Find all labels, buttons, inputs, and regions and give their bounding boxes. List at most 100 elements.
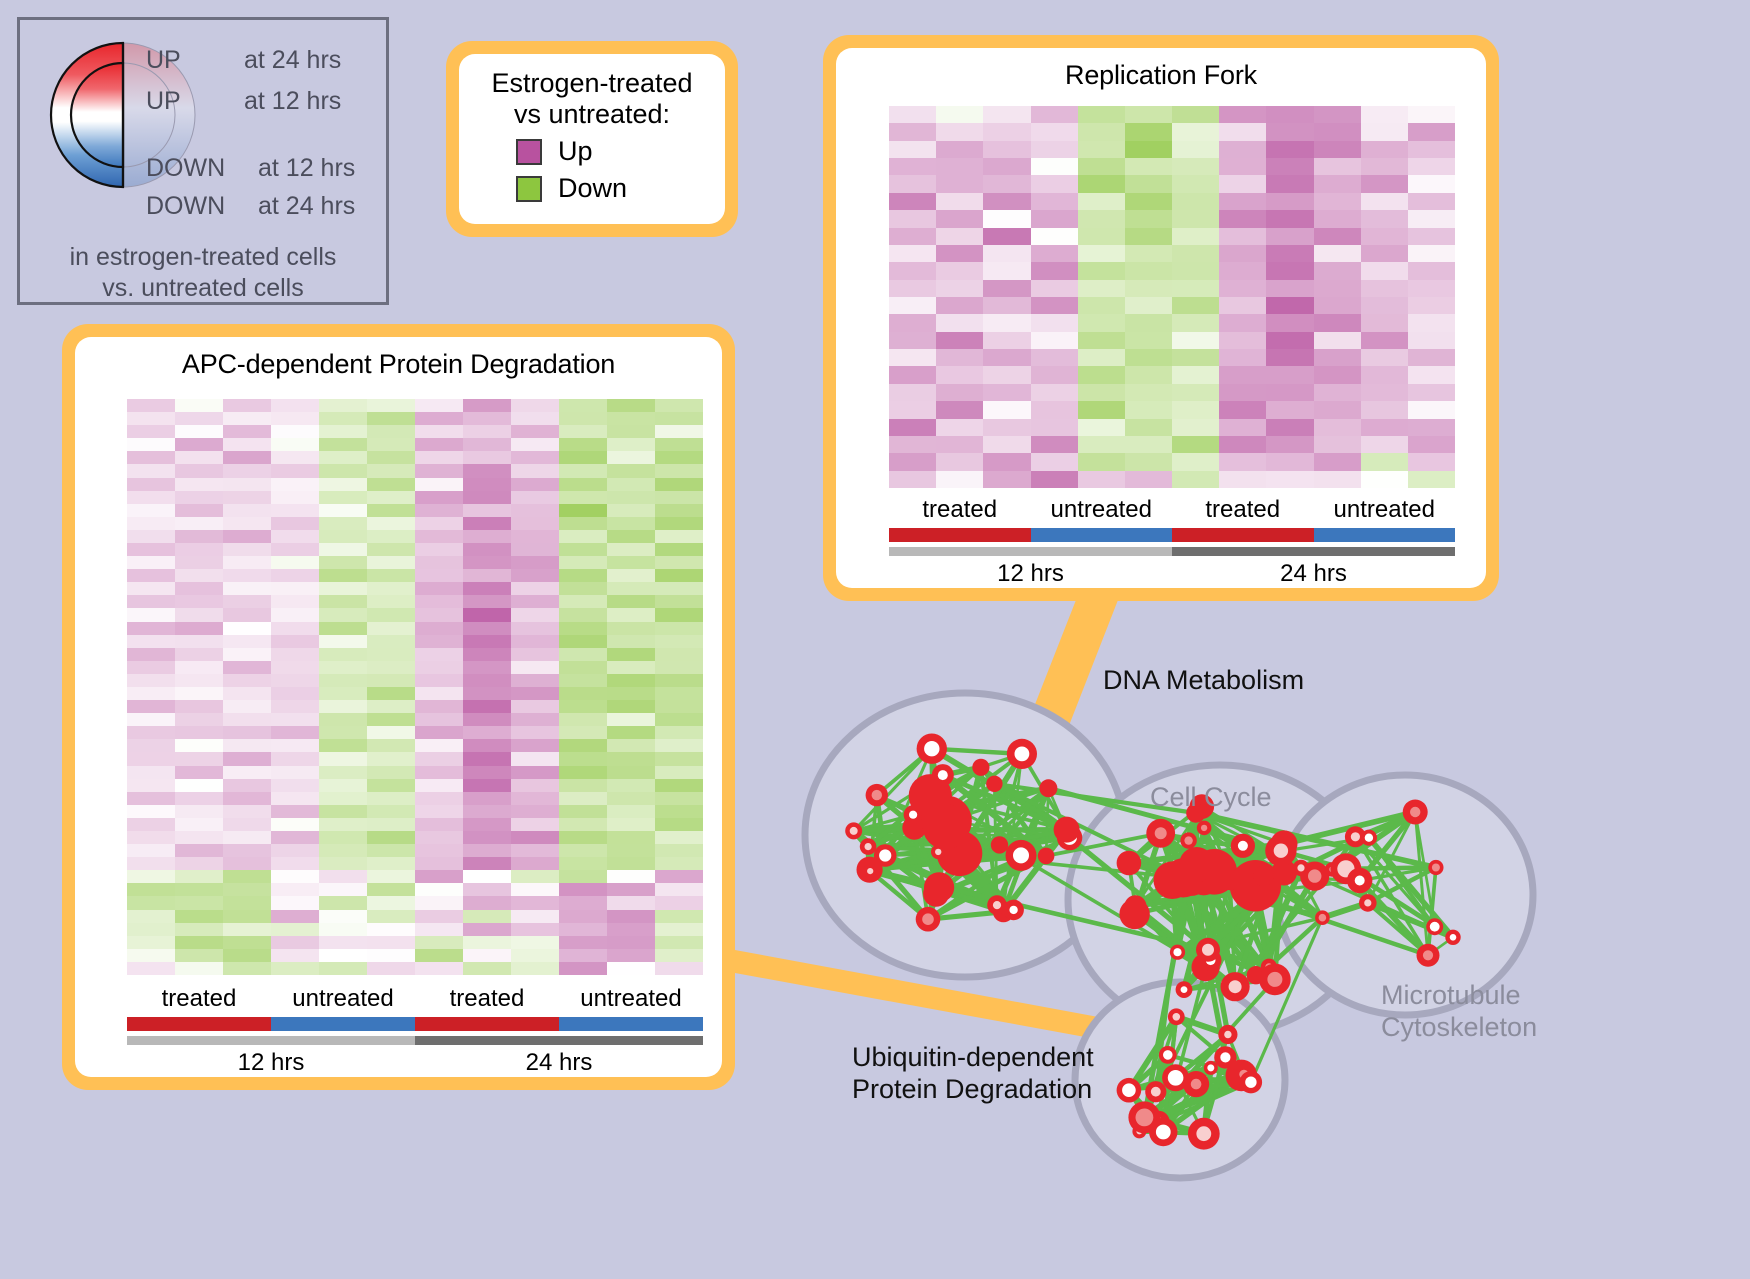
network-node[interactable] [1220, 972, 1250, 1002]
heatmap-cell [367, 961, 415, 975]
network-node[interactable] [1005, 839, 1037, 871]
heatmap-cell [1313, 435, 1361, 454]
heatmap-cell [1219, 158, 1267, 176]
network-node[interactable] [1253, 865, 1274, 887]
network-node[interactable] [916, 733, 947, 764]
heatmap-cell [1219, 140, 1267, 159]
network-node[interactable] [1359, 894, 1377, 912]
network-node[interactable] [1315, 910, 1330, 925]
network-node[interactable] [1360, 829, 1377, 846]
network-node-core [1173, 948, 1182, 957]
network-node[interactable] [1006, 738, 1037, 769]
heatmap-cell [1407, 401, 1455, 419]
heatmap-cell [511, 739, 559, 753]
heatmap-cell [1077, 279, 1125, 297]
network-node[interactable] [1053, 816, 1080, 843]
heatmap-cell [127, 412, 175, 426]
network-edge [998, 843, 1207, 969]
network-node[interactable] [1158, 1046, 1177, 1064]
network-node[interactable] [865, 783, 888, 807]
network-node[interactable] [1187, 1117, 1220, 1150]
network-node[interactable] [1347, 867, 1373, 894]
heatmap-cell [127, 425, 175, 439]
network-node[interactable] [1175, 981, 1193, 998]
heatmap-cell [223, 673, 271, 687]
network-node[interactable] [873, 844, 897, 867]
network-node[interactable] [1265, 835, 1297, 867]
network-node[interactable] [845, 822, 863, 840]
heatmap-cell [463, 739, 511, 753]
network-node-core [1237, 840, 1248, 851]
network-node[interactable] [1221, 872, 1239, 891]
heatmap-cell [463, 896, 511, 910]
heatmap-cell [319, 844, 367, 858]
heatmap-cell [1407, 227, 1455, 245]
heatmap-cell [655, 817, 703, 831]
network-node[interactable] [1186, 803, 1206, 823]
network-node[interactable] [1146, 818, 1176, 848]
network-node[interactable] [931, 764, 954, 787]
network-node[interactable] [1180, 832, 1197, 849]
heatmap-cell [175, 556, 223, 570]
network-node[interactable] [862, 863, 878, 879]
network-node[interactable] [990, 836, 1009, 854]
heatmap-cell [607, 569, 655, 583]
heatmap-cell [1172, 244, 1220, 263]
heatmap-cell [223, 621, 271, 635]
network-node[interactable] [1218, 1024, 1238, 1045]
network-node[interactable] [1196, 820, 1212, 836]
network-node[interactable] [1039, 779, 1058, 798]
network-node[interactable] [1271, 859, 1297, 886]
network-node[interactable] [859, 838, 877, 855]
heatmap-cell [1360, 227, 1408, 245]
network-edge [1161, 966, 1208, 1133]
network-node[interactable] [1230, 833, 1255, 858]
heatmap-cell [511, 425, 559, 439]
network-node[interactable] [1167, 1008, 1185, 1026]
network-node[interactable] [1162, 1064, 1190, 1092]
heatmap-cell [1407, 418, 1455, 436]
network-node[interactable] [1119, 898, 1150, 930]
network-node[interactable] [924, 872, 955, 903]
network-node[interactable] [1145, 1081, 1167, 1103]
heatmap-cell [1313, 366, 1361, 384]
network-node-core [909, 810, 918, 819]
heatmap-cell [1313, 123, 1361, 141]
heatmap-cell [1030, 140, 1078, 159]
network-node[interactable] [987, 895, 1007, 915]
heatmap-cell [936, 453, 984, 471]
heatmap-cell [463, 935, 511, 949]
network-node[interactable] [1153, 861, 1192, 899]
heatmap-cell [223, 752, 271, 766]
network-node[interactable] [1214, 1046, 1237, 1069]
network-node[interactable] [1344, 826, 1366, 848]
network-node[interactable] [1239, 1071, 1263, 1094]
network-node[interactable] [1426, 918, 1444, 936]
heatmap-cell [607, 948, 655, 962]
network-node[interactable] [1428, 859, 1444, 876]
network-node[interactable] [1203, 1060, 1218, 1075]
heatmap-cell [655, 660, 703, 674]
heatmap-cell [655, 948, 703, 962]
network-node[interactable] [1116, 1077, 1142, 1103]
network-node[interactable] [1445, 929, 1461, 945]
heatmap-cell [367, 451, 415, 465]
network-node[interactable] [1116, 850, 1142, 876]
network-node[interactable] [1169, 944, 1186, 960]
network-node[interactable] [1259, 963, 1291, 996]
network-node[interactable] [1149, 1117, 1178, 1147]
network-node[interactable] [1183, 1071, 1210, 1098]
heatmap-cell [1266, 123, 1314, 141]
network-node[interactable] [1037, 847, 1055, 865]
network-node[interactable] [972, 758, 990, 776]
network-node[interactable] [1416, 943, 1440, 967]
heatmap-cell [223, 896, 271, 910]
network-node-core [864, 843, 872, 851]
network-node[interactable] [1196, 937, 1220, 962]
heatmap-cell [319, 647, 367, 661]
network-node[interactable] [1003, 899, 1024, 921]
network-node[interactable] [986, 775, 1003, 792]
network-node[interactable] [915, 906, 941, 932]
network-node[interactable] [1402, 799, 1428, 825]
heatmap-cell [319, 582, 367, 596]
